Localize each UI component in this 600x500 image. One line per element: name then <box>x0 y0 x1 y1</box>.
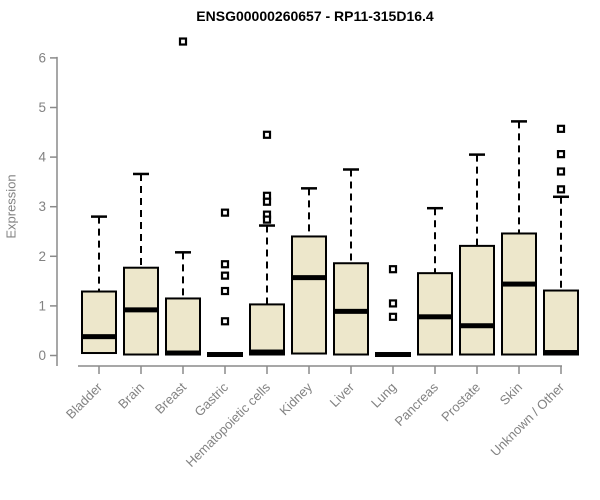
box-unknown-other <box>543 289 579 356</box>
y-tick-label: 2 <box>38 249 46 264</box>
median-line <box>207 352 243 358</box>
x-tick-label: Brain <box>115 380 147 412</box>
outlier-point <box>556 185 566 194</box>
y-tick-label: 5 <box>38 100 46 115</box>
outlier-point <box>388 299 398 308</box>
x-tick-label: Lung <box>368 380 399 411</box>
outlier-point <box>220 260 230 269</box>
outlier-point <box>556 150 566 159</box>
outlier-point <box>220 317 230 326</box>
median-line <box>165 350 201 356</box>
box-pancreas <box>417 272 453 356</box>
y-axis-title: Expression <box>3 174 19 239</box>
y-tick-label: 3 <box>38 199 46 214</box>
median-line <box>81 334 117 340</box>
median-line <box>249 349 285 355</box>
outlier-point <box>220 208 230 217</box>
x-tick-label: Pancreas <box>392 379 442 429</box>
median-line <box>333 308 369 314</box>
y-tick-label: 4 <box>38 150 46 165</box>
median-line <box>375 352 411 358</box>
outlier-point <box>388 312 398 321</box>
box-prostate <box>459 244 495 356</box>
box-breast <box>165 297 201 356</box>
x-tick-label: Skin <box>497 380 525 408</box>
median-line <box>291 275 327 281</box>
x-tick-label: Unknown / Other <box>488 379 568 459</box>
median-line <box>501 281 537 287</box>
x-tick-label: Gastric <box>191 379 231 419</box>
x-tick-label: Bladder <box>63 379 106 422</box>
outlier-point <box>262 197 272 206</box>
x-tick-label: Breast <box>152 379 189 416</box>
median-line <box>417 314 453 320</box>
box-kidney <box>291 235 327 355</box>
outlier-point <box>220 286 230 296</box>
y-tick-label: 6 <box>38 50 46 65</box>
outlier-point <box>556 124 566 133</box>
box-bladder <box>81 290 117 355</box>
outlier-point <box>388 265 398 274</box>
box-skin <box>501 232 537 356</box>
y-tick-label: 1 <box>38 298 46 313</box>
x-tick-label: Liver <box>327 379 358 410</box>
median-line <box>123 307 159 313</box>
outlier-point <box>262 130 272 139</box>
chart-title: ENSG00000260657 - RP11-315D16.4 <box>196 8 434 24</box>
outlier-point <box>220 271 230 280</box>
median-line <box>459 323 495 329</box>
x-tick-label: Kidney <box>276 379 315 418</box>
outlier-point <box>178 37 188 46</box>
box-hematopoietic-cells <box>249 303 285 356</box>
x-tick-label: Prostate <box>438 380 483 425</box>
y-tick-label: 0 <box>38 348 46 363</box>
outlier-point <box>262 215 272 224</box>
outlier-point <box>556 167 566 176</box>
median-line <box>543 350 579 356</box>
